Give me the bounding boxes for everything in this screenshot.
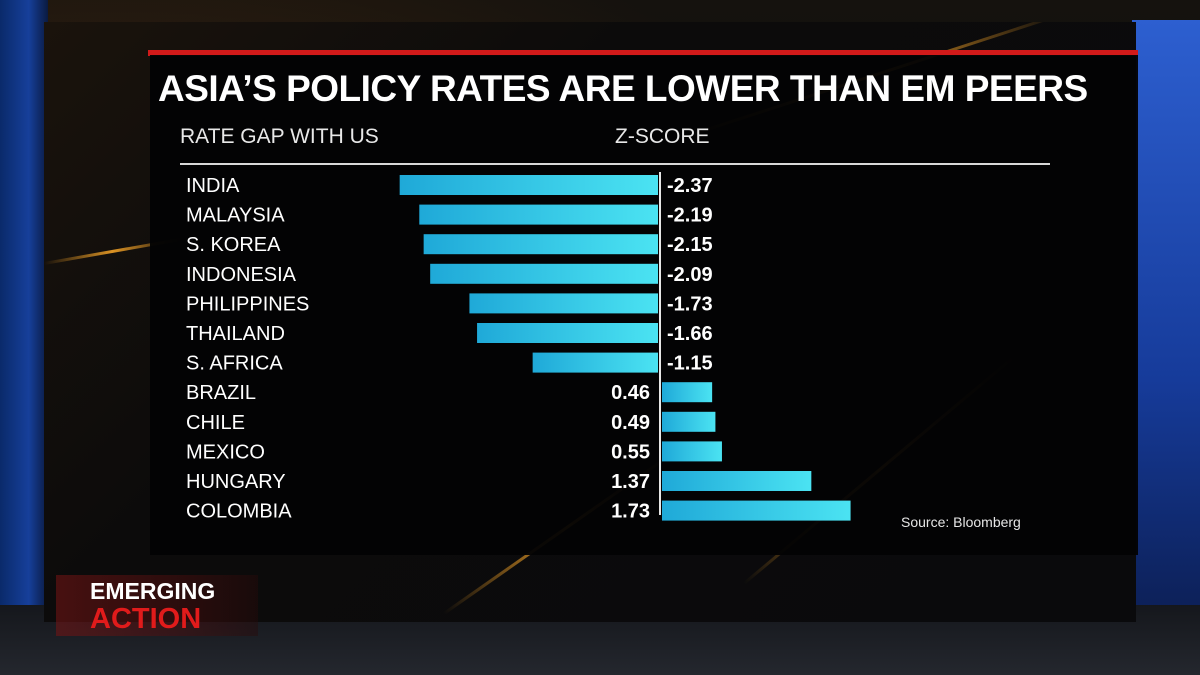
- category-label: COLOMBIA: [186, 501, 292, 523]
- header-divider: [180, 163, 1050, 165]
- bar-colombia: [662, 500, 851, 521]
- bar-hungary: [662, 471, 812, 491]
- chart-title: ASIA’S POLICY RATES ARE LOWER THAN EM PE…: [158, 68, 1088, 109]
- title-rule: [148, 50, 1138, 56]
- bar-brazil: [662, 382, 713, 403]
- category-label: INDIA: [186, 175, 240, 197]
- category-label: CHILE: [186, 412, 245, 434]
- category-label: MEXICO: [186, 441, 265, 463]
- category-label: INDONESIA: [186, 264, 297, 286]
- category-label: BRAZIL: [186, 382, 256, 404]
- value-label: 1.73: [611, 501, 650, 523]
- value-label: -1.66: [667, 323, 713, 345]
- bar-chile: [662, 411, 716, 432]
- bar-s-africa: [532, 352, 658, 373]
- bar-indonesia: [430, 263, 658, 284]
- left-video-wall: [0, 0, 48, 675]
- logo-line-2: ACTION: [90, 603, 202, 635]
- value-label: -1.15: [667, 353, 713, 375]
- category-label: S. KOREA: [186, 234, 281, 256]
- bar-s-korea: [423, 234, 658, 255]
- value-label: -2.37: [667, 175, 713, 197]
- bar-india: [399, 175, 658, 195]
- value-label: 1.37: [611, 471, 650, 493]
- right-video-wall: [1132, 20, 1200, 620]
- bar-malaysia: [419, 204, 658, 225]
- source-note: Source: Bloomberg: [901, 514, 1021, 530]
- category-label: HUNGARY: [186, 471, 286, 493]
- bar-mexico: [662, 441, 722, 462]
- category-label: PHILIPPINES: [186, 293, 309, 315]
- value-label: -2.19: [667, 205, 713, 227]
- value-label: -1.73: [667, 293, 713, 315]
- value-label: -2.15: [667, 234, 713, 256]
- category-label: MALAYSIA: [186, 205, 285, 227]
- value-label: -2.09: [667, 264, 713, 286]
- category-label: THAILAND: [186, 323, 285, 345]
- category-label: S. AFRICA: [186, 353, 283, 375]
- value-label: 0.49: [611, 412, 650, 434]
- bar-philippines: [469, 293, 658, 314]
- show-logo: [56, 575, 258, 636]
- bar-thailand: [477, 323, 658, 343]
- logo-line-1: EMERGING: [90, 578, 216, 604]
- right-column-header: Z-SCORE: [615, 125, 710, 148]
- value-label: 0.55: [611, 441, 650, 463]
- value-label: 0.46: [611, 382, 650, 404]
- left-column-header: RATE GAP WITH US: [180, 125, 379, 148]
